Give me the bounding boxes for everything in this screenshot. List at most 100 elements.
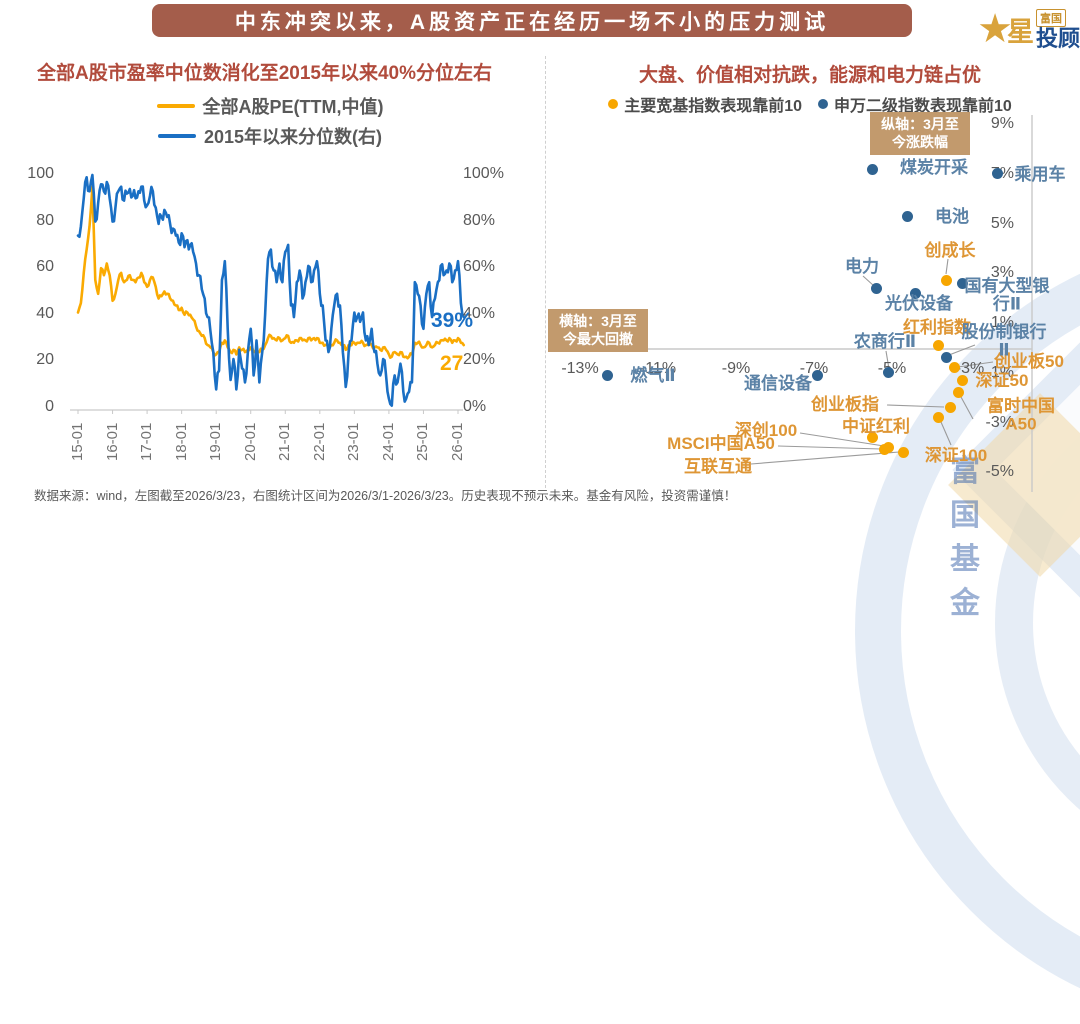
scatter-point-label: 乘用车	[1014, 164, 1066, 184]
left-y-axis-label: 0	[45, 398, 54, 415]
scatter-point-dot	[956, 277, 968, 289]
scatter-y-tick-label: 1%	[990, 314, 1014, 332]
scatter-point-dot	[882, 367, 894, 379]
right-chart-title: 大盘、价值相对抗跌，能源和电力链占优	[638, 65, 981, 86]
logo-touguan-text: 投顾	[1035, 25, 1080, 51]
scatter-point-label: 燃气Ⅱ	[630, 365, 676, 385]
scatter-point-dot	[870, 282, 882, 294]
left-y-axis-label: 20	[36, 351, 54, 369]
left-x-tick-label: 24-01	[379, 422, 397, 461]
scatter-point-label: 国有大型银行Ⅱ	[964, 276, 1050, 314]
scatter-point-label: 通信设备	[744, 373, 812, 393]
scatter-point-label: 煤炭开采	[900, 157, 968, 177]
scatter-label-connector	[886, 404, 945, 408]
right-y-axis-label: 40%	[463, 304, 496, 322]
scatter-point-label: 互联互通	[684, 456, 752, 476]
scatter-point-dot	[945, 402, 956, 414]
scatter-label-connector	[957, 361, 994, 368]
scatter-y-tick-label: -3%	[985, 413, 1014, 431]
annotation-percentile-39: 39%	[431, 309, 474, 332]
scatter-y-tick-label: -5%	[985, 463, 1014, 481]
scatter-point-dot	[941, 275, 953, 287]
scatter-label-connector	[885, 350, 890, 370]
scatter-label-connector	[799, 432, 885, 447]
scatter-label-connector	[945, 258, 949, 275]
left-x-tick-label: 23-01	[345, 422, 363, 461]
y-axis-note-box: 纵轴：3月至今涨跌幅	[870, 112, 970, 155]
scatter-point-label: 创业板指	[811, 394, 879, 414]
left-x-tick-label: 19-01	[207, 422, 225, 461]
left-legend-pe: 全部A股PE(TTM,中值)	[0, 93, 540, 119]
x-axis-note-box: 横轴：3月至今最大回撤	[548, 309, 648, 352]
left-x-tick-label: 22-01	[310, 422, 328, 461]
scatter-point-dot	[933, 412, 945, 424]
scatter-x-tick-label: -11%	[639, 360, 677, 377]
logo-fuguo-badge: 富国	[1035, 8, 1066, 27]
scatter-label-connector	[960, 396, 974, 420]
left-legend-percentile: 2015年以来分位数(右)	[0, 123, 540, 149]
left-x-tick-label: 17-01	[138, 422, 156, 461]
scatter-y-tick-label: 5%	[990, 214, 1014, 232]
scatter-point-label: 红利指数	[903, 317, 971, 337]
scatter-label-connector	[750, 451, 900, 465]
scatter-point-dot	[941, 352, 953, 364]
right-y-axis-label: 20%	[463, 351, 496, 369]
banner-title: 中东冲突以来，A股资产正在经历一场不小的压力测试	[152, 4, 912, 37]
scatter-y-tick-label: 3%	[990, 264, 1014, 282]
scatter-y-tick-label: -1%	[985, 363, 1014, 381]
left-x-tick-label: 25-01	[414, 422, 432, 461]
scatter-point-label: MSCI中国A50	[667, 433, 775, 453]
scatter-point-dot	[878, 444, 890, 456]
scatter-point-dot	[898, 446, 910, 458]
scatter-point-label: 富时中国A50	[987, 396, 1055, 434]
scatter-label-connector	[948, 344, 976, 356]
right-legend-broad-label: 主要宽基指数表现靠前10	[624, 98, 802, 115]
legend-dot-blue	[818, 99, 828, 109]
logo-xing-char: 星	[1006, 16, 1034, 47]
scatter-label-connector	[777, 445, 882, 450]
right-legend-sw-label: 申万二级指数表现靠前10	[834, 98, 1012, 115]
right-y-axis-label: 100%	[463, 165, 504, 182]
scatter-point-label: 创成长	[924, 240, 976, 260]
left-y-axis-label: 60	[36, 258, 54, 276]
scatter-point-label: 深证50	[975, 370, 1029, 390]
left-x-tick-label: 26-01	[449, 422, 466, 461]
scatter-point-label: 深创100	[734, 420, 798, 440]
scatter-point-dot	[867, 163, 878, 175]
scatter-point-label: 电池	[935, 206, 969, 226]
right-legend: 主要宽基指数表现靠前10 申万二级指数表现靠前10	[545, 92, 1075, 116]
left-x-tick-label: 20-01	[241, 422, 259, 461]
scatter-point-dot	[867, 431, 878, 443]
star-icon: ★	[977, 7, 1013, 51]
scatter-point-dot	[991, 168, 1003, 180]
right-y-axis-label: 80%	[463, 211, 496, 229]
chart-canvas	[70, 115, 1033, 492]
scatter-point-label: 创业板50	[994, 351, 1064, 371]
percentile-line-series	[76, 173, 466, 408]
right-legend-broad: 主要宽基指数表现靠前10	[608, 92, 802, 116]
left-x-tick-label: 18-01	[172, 422, 190, 461]
scatter-point-dot	[933, 340, 945, 351]
scatter-point-dot	[902, 210, 914, 222]
legend-swatch-orange-line	[156, 104, 195, 108]
left-y-axis-label: 100	[27, 165, 54, 182]
legend-label-pe: 全部A股PE(TTM,中值)	[202, 97, 384, 117]
left-x-tick-label: 16-01	[103, 422, 121, 461]
scatter-point-dot	[812, 369, 824, 381]
left-chart-title: 全部A股市盈率中位数消化至2015年以来40%分位左右	[36, 63, 493, 84]
left-x-tick-label: 15-01	[69, 422, 86, 461]
left-y-axis-label: 80	[36, 211, 54, 229]
scatter-point-label: 农商行Ⅱ	[853, 331, 917, 351]
scatter-point-dot	[948, 362, 960, 374]
scatter-point-label: 光伏设备	[885, 293, 953, 313]
scatter-y-tick-label: 9%	[990, 115, 1014, 133]
scatter-point-label: 中证红利	[842, 416, 910, 436]
scatter-point-label: 股份制银行Ⅱ	[961, 322, 1047, 360]
left-x-tick-label: 21-01	[276, 422, 294, 461]
pe-line-series	[76, 185, 466, 360]
annotation-pe-27: 27	[440, 352, 464, 375]
right-legend-sw: 申万二级指数表现靠前10	[818, 92, 1012, 116]
scatter-point-dot	[952, 387, 964, 399]
scatter-label-connector	[940, 421, 952, 446]
scatter-x-tick-label: -3%	[955, 360, 985, 377]
